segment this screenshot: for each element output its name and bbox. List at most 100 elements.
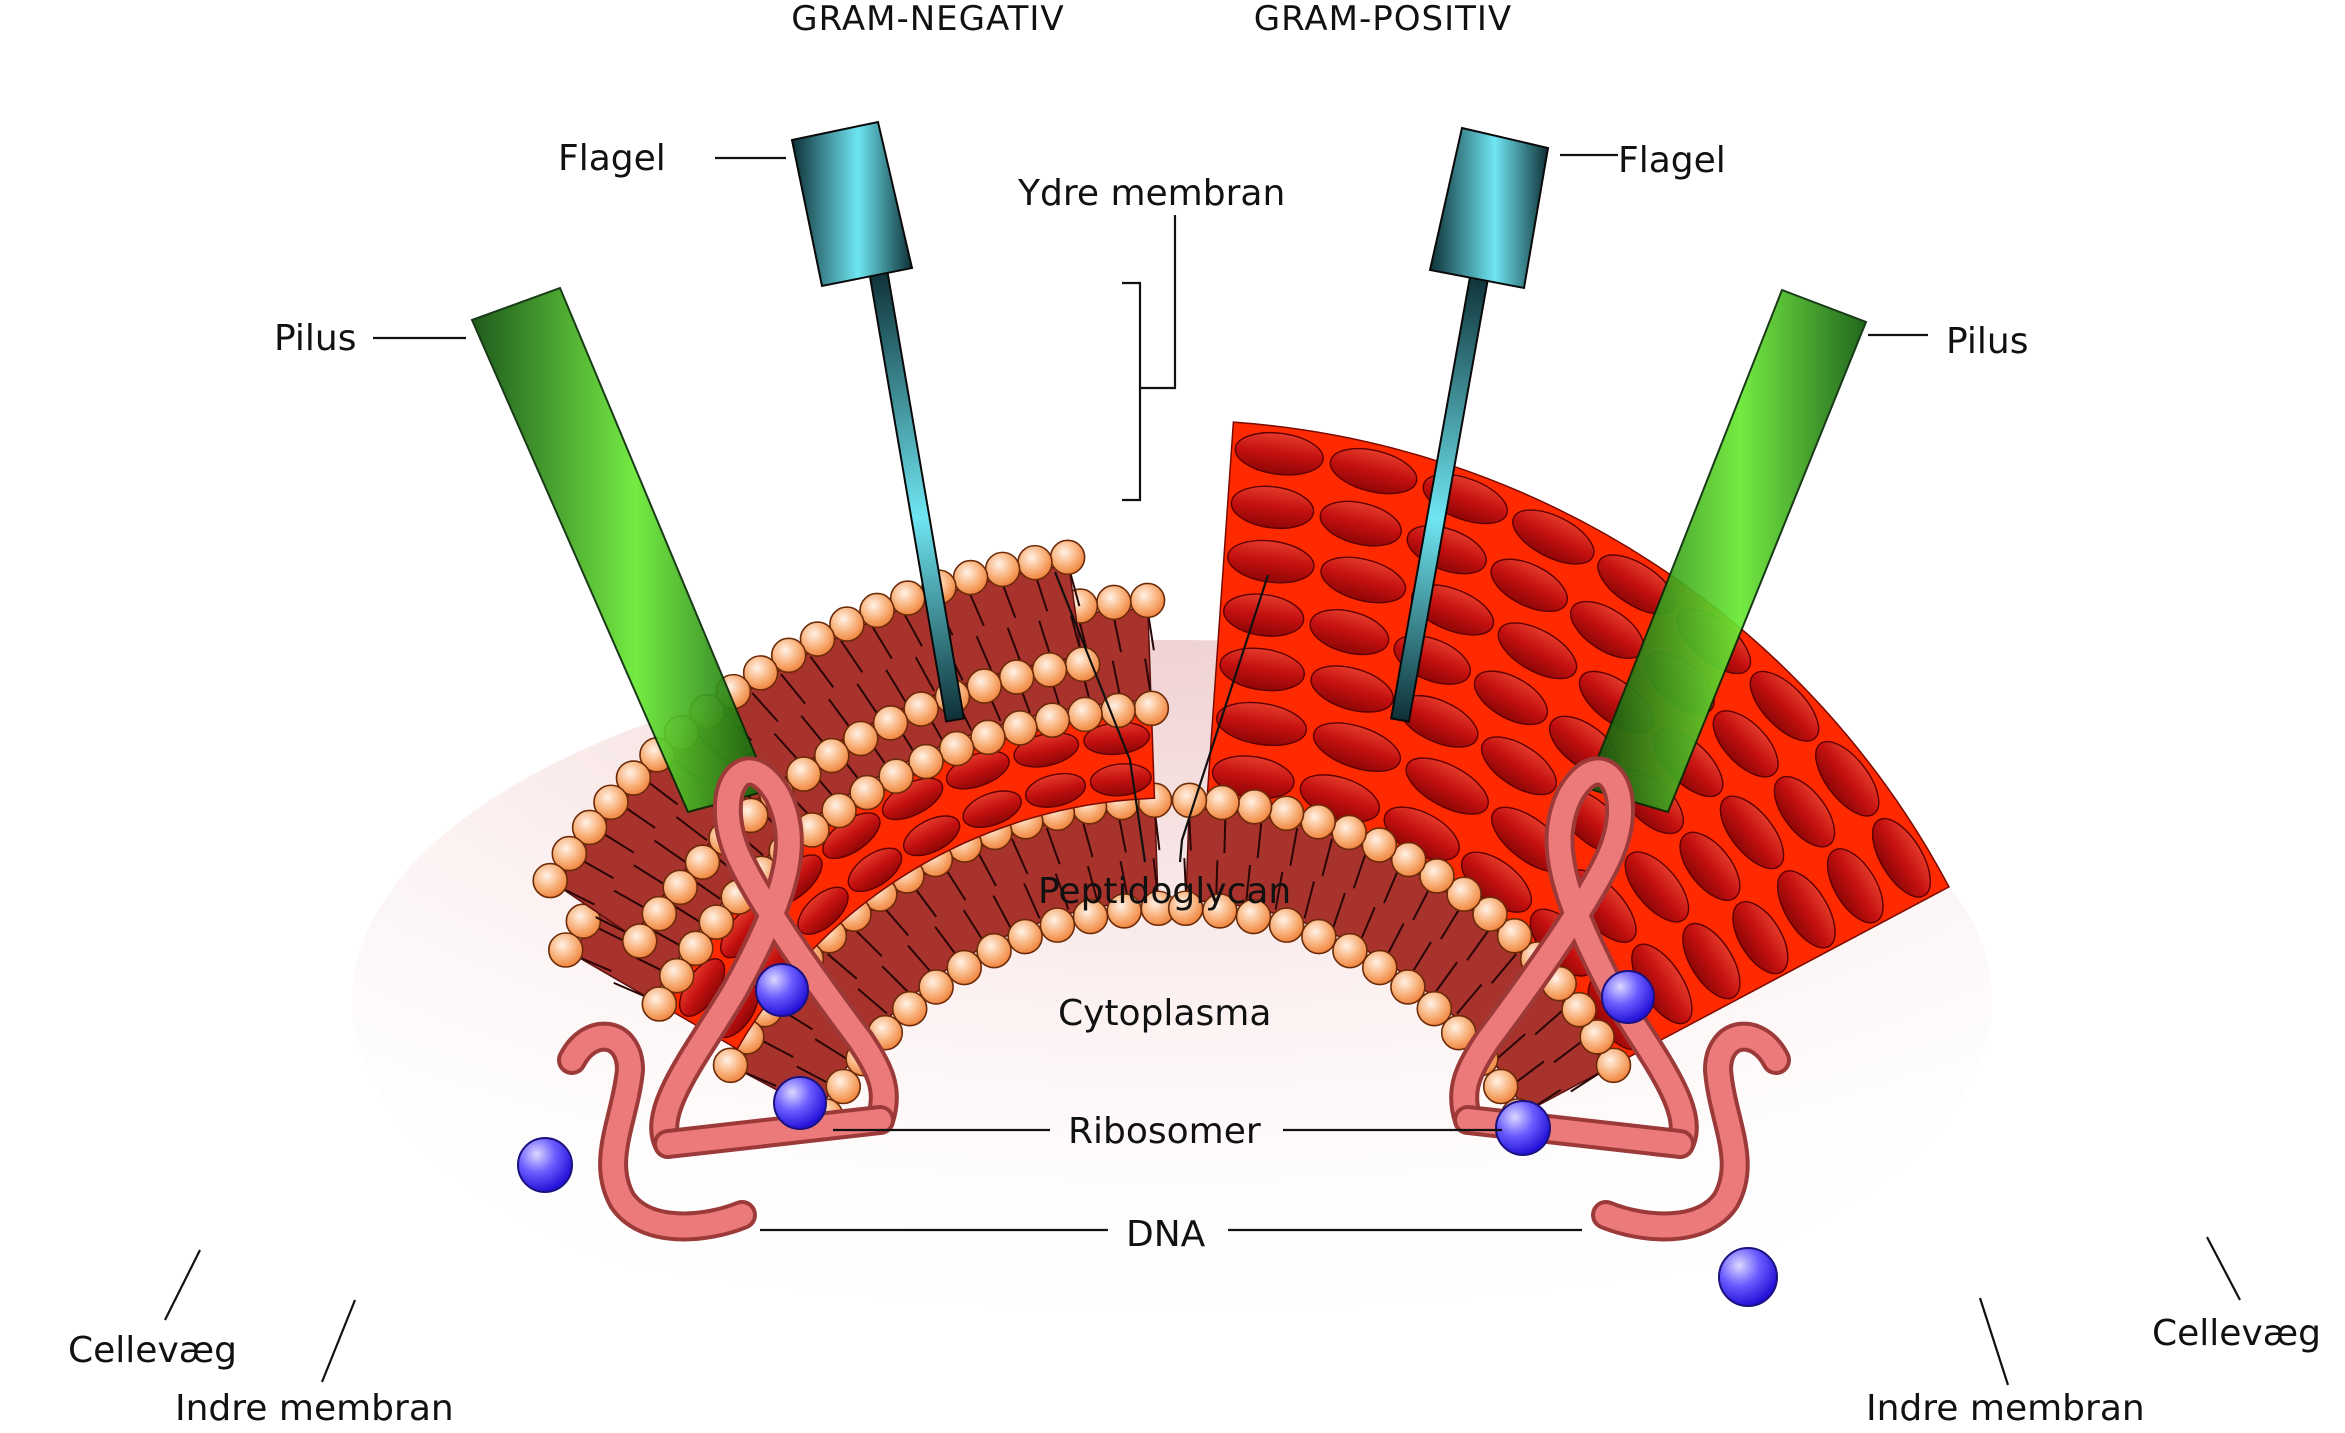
- peptidoglycan-block: [1320, 556, 1407, 604]
- peptidoglycan-block: [1815, 740, 1880, 817]
- lipid-head: [1472, 896, 1508, 932]
- lipid-tail: [870, 625, 907, 704]
- lipid-tail: [751, 692, 801, 763]
- lipid-head: [878, 758, 914, 795]
- lipid-tail: [1144, 612, 1155, 697]
- lipid-head: [677, 930, 714, 967]
- peptidoglycan-block: [1773, 776, 1836, 848]
- lipid-head: [1496, 918, 1533, 954]
- lipid-head: [891, 990, 928, 1027]
- lipid-head: [1595, 1047, 1632, 1084]
- label-ribosomer: Ribosomer: [1068, 1111, 1261, 1152]
- lipid-tail: [1000, 581, 1023, 664]
- lipid-head: [1268, 795, 1305, 832]
- lipid-head: [1204, 784, 1240, 821]
- lipid-head: [593, 784, 629, 821]
- lipid-tail: [1385, 885, 1432, 958]
- peptidoglycan-block: [1497, 622, 1578, 680]
- lipid-tail: [977, 851, 1013, 930]
- lipid-head: [1031, 651, 1068, 688]
- lipid-head: [565, 903, 602, 939]
- lipid-head: [785, 756, 822, 792]
- peptidoglycan-block: [1410, 584, 1495, 636]
- lipid-head: [984, 551, 1021, 588]
- lipid-head: [658, 957, 695, 994]
- lipid-head: [1039, 907, 1076, 943]
- peptidoglycan-block: [1480, 736, 1557, 796]
- flagellum-hook-left: [790, 120, 914, 288]
- flagellum-hook-right: [1428, 126, 1550, 290]
- lipid-head: [698, 904, 735, 940]
- lipid-head: [1268, 907, 1305, 943]
- lipid-head: [1171, 782, 1208, 819]
- lipid-head: [1332, 932, 1368, 969]
- peptidoglycan-block: [962, 790, 1022, 829]
- lipid-head: [821, 792, 857, 829]
- lipid-head: [1236, 789, 1273, 825]
- label-indre-membran-left: Indre membran: [175, 1388, 454, 1429]
- ribosome: [1601, 970, 1655, 1024]
- lipid-head: [1049, 539, 1086, 576]
- lipid-tail: [622, 805, 687, 864]
- peptidoglycan-block: [1473, 670, 1549, 726]
- appendages: [470, 120, 1868, 814]
- lipid-head: [1482, 1068, 1519, 1105]
- lipid-head: [908, 743, 944, 780]
- lipid-tail: [758, 1038, 831, 1086]
- peptidoglycan-block: [1216, 701, 1308, 747]
- lipid-head: [970, 719, 1006, 756]
- peptidoglycan-block: [1312, 722, 1402, 773]
- lipid-head: [1579, 1019, 1615, 1055]
- lipid-head: [918, 969, 954, 1005]
- lipid-head: [813, 737, 850, 774]
- lipid-head: [571, 809, 608, 846]
- lipid-tail: [882, 905, 934, 976]
- lipid-tail: [1081, 820, 1099, 904]
- lipid-head: [1096, 584, 1132, 621]
- lipid-head: [684, 844, 721, 880]
- lipid-head: [849, 774, 885, 811]
- lipid-head: [976, 932, 1012, 969]
- lipid-head: [641, 986, 678, 1022]
- ribosome: [1495, 1100, 1551, 1156]
- peptidoglycan-block: [1719, 795, 1785, 870]
- label-pilus-right: Pilus: [1946, 321, 2029, 362]
- peptidoglycan-block: [1490, 558, 1569, 613]
- lipid-head: [742, 655, 779, 691]
- lipid-head: [1419, 858, 1455, 894]
- header-gram-positive: GRAM-POSITIV: [1254, 0, 1512, 39]
- lipid-head: [1133, 690, 1170, 727]
- peptidoglycan-block: [1732, 901, 1789, 975]
- lipid-tail: [944, 867, 985, 943]
- peptidoglycan-block: [1329, 447, 1418, 495]
- lipid-head: [1361, 949, 1398, 986]
- label-dna: DNA: [1126, 1214, 1206, 1255]
- lipid-tail: [1358, 867, 1400, 943]
- lipid-head: [872, 705, 909, 741]
- lipid-head: [825, 1068, 862, 1105]
- lipid-head: [615, 760, 652, 796]
- lipid-head: [903, 691, 939, 727]
- label-flagel-left: Flagel: [558, 138, 666, 179]
- lipid-head: [1390, 841, 1427, 878]
- ribosome: [517, 1137, 573, 1193]
- label-indre-membran-right: Indre membran: [1866, 1388, 2145, 1429]
- peptidoglycan-block: [1223, 593, 1305, 637]
- label-peptidoglycan: Peptidoglycan: [1038, 871, 1291, 912]
- peptidoglycan-block: [1712, 710, 1779, 778]
- lipid-head: [1007, 918, 1043, 955]
- peptidoglycan-block: [1512, 509, 1595, 565]
- peptidoglycan-block: [1679, 831, 1741, 901]
- lipid-tail: [1045, 827, 1070, 910]
- lipid-head: [1072, 898, 1109, 935]
- peptidoglycan-block: [1024, 772, 1087, 808]
- lipid-head: [662, 869, 698, 906]
- lipid-tail: [839, 639, 880, 717]
- lipid-head: [938, 730, 975, 767]
- peptidoglycan-block: [847, 847, 903, 893]
- lipid-head: [1390, 969, 1426, 1005]
- lipid-tail: [1117, 814, 1129, 899]
- peptidoglycan-block: [1405, 757, 1489, 815]
- lipid-tail: [1303, 838, 1333, 919]
